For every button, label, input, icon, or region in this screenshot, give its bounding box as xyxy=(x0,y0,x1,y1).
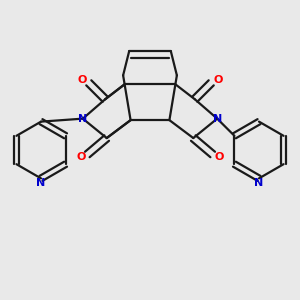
Text: O: O xyxy=(76,152,86,162)
Text: O: O xyxy=(214,152,224,162)
Text: N: N xyxy=(36,178,46,188)
Text: N: N xyxy=(78,114,87,124)
Text: N: N xyxy=(254,178,264,188)
Text: O: O xyxy=(213,75,223,85)
Text: O: O xyxy=(77,75,87,85)
Text: N: N xyxy=(213,114,222,124)
